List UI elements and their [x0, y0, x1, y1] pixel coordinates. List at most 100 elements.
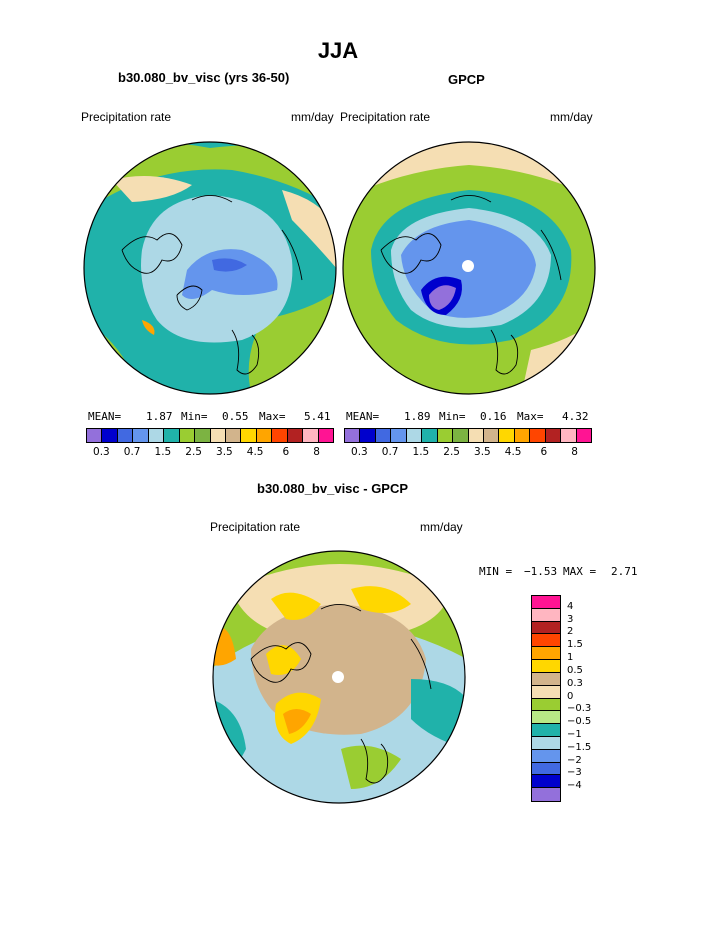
colorbar-swatch — [179, 429, 196, 442]
colorbar-swatch — [532, 672, 560, 686]
obs-min-label: Min= — [439, 410, 466, 423]
colorbar-swatch — [102, 429, 118, 442]
diff-field-orange-region — [283, 709, 311, 734]
model-polar-map — [83, 141, 337, 395]
colorbar-swatch — [532, 685, 560, 699]
colorbar-tick-label: −4 — [567, 780, 582, 792]
colorbar-swatch — [532, 698, 560, 712]
model-max-label: Max= — [259, 410, 286, 423]
colorbar-swatch — [530, 429, 546, 442]
colorbar-swatch — [453, 429, 469, 442]
colorbar-swatch — [287, 429, 304, 442]
colorbar-tick-label: 3 — [567, 613, 574, 625]
colorbar-swatch — [532, 788, 560, 801]
colorbar-swatch — [195, 429, 211, 442]
colorbar-tick-label: 0.5 — [567, 664, 583, 676]
colorbar-swatch — [532, 711, 560, 725]
diff-max-value: 2.71 — [611, 565, 638, 578]
colorbar-swatch — [514, 429, 531, 442]
colorbar-swatch — [210, 429, 226, 442]
colorbar-swatch — [532, 608, 560, 622]
colorbar-tick-label: 0.7 — [381, 446, 399, 458]
diff-colorbar — [531, 595, 561, 802]
obs-polar-hole — [462, 260, 474, 272]
model-variable-label: Precipitation rate — [81, 110, 172, 124]
diff-panel-title: b30.080_bv_visc - GPCP — [257, 481, 409, 496]
colorbar-tick-label: 3.5 — [216, 446, 233, 458]
obs-mean-value: 1.89 — [404, 410, 431, 423]
model-field-tan-region — [112, 176, 192, 202]
model-units-label: mm/day — [291, 110, 334, 124]
diff-map-boundary — [212, 550, 466, 804]
colorbar-swatch — [437, 429, 454, 442]
colorbar-swatch — [545, 429, 562, 442]
colorbar-swatch — [148, 429, 165, 442]
model-max-value: 5.41 — [304, 410, 331, 423]
obs-polar-map — [342, 141, 596, 395]
colorbar-tick-label: 2 — [567, 626, 574, 638]
colorbar-swatch — [241, 429, 257, 442]
model-min-label: Min= — [181, 410, 208, 423]
model-mean-label: MEAN= — [88, 410, 122, 423]
colorbar-tick-label: 8 — [313, 446, 320, 458]
colorbar-swatch — [375, 429, 392, 442]
colorbar-swatch — [360, 429, 376, 442]
colorbar-swatch — [318, 429, 333, 442]
model-panel-title: b30.080_bv_visc (yrs 36-50) — [118, 70, 290, 85]
colorbar-swatch — [532, 621, 560, 635]
model-field-tan-region — [282, 190, 336, 270]
colorbar-tick-label: 0.3 — [567, 677, 583, 689]
obs-field-purple-core — [429, 285, 456, 310]
colorbar-tick-label: 0.7 — [123, 446, 141, 458]
colorbar-swatch — [483, 429, 500, 442]
obs-max-label: Max= — [517, 410, 544, 423]
obs-min-value: 0.16 — [480, 410, 507, 423]
colorbar-swatch — [532, 596, 560, 609]
obs-mean-label: MEAN= — [346, 410, 380, 423]
colorbar-tick-label: 4.5 — [246, 446, 264, 458]
colorbar-swatch — [532, 647, 560, 661]
model-field-darkblue-core — [212, 258, 247, 272]
colorbar-swatch — [532, 762, 560, 776]
colorbar-tick-label: −1.5 — [567, 741, 592, 753]
colorbar-swatch — [532, 660, 560, 673]
obs-max-value: 4.32 — [562, 410, 589, 423]
colorbar-swatch — [164, 429, 180, 442]
colorbar-swatch — [468, 429, 484, 442]
colorbar-tick-label: 1.5 — [412, 446, 430, 458]
colorbar-swatch — [345, 429, 361, 442]
diff-field-green-region — [341, 745, 401, 789]
colorbar-tick-label: 6 — [282, 446, 290, 458]
diff-polar-hole — [332, 671, 344, 683]
obs-map-boundary — [342, 141, 596, 395]
diff-min-label: MIN = — [479, 565, 513, 578]
colorbar-swatch — [532, 724, 560, 737]
colorbar-swatch — [225, 429, 242, 442]
colorbar-tick-label: −3 — [567, 767, 582, 779]
colorbar-swatch — [406, 429, 423, 442]
colorbar-tick-label: 1 — [567, 652, 574, 664]
model-coastlines — [121, 195, 303, 375]
colorbar-swatch — [272, 429, 288, 442]
model-field-orange-spot — [142, 320, 155, 335]
colorbar-tick-label: −0.5 — [567, 716, 592, 728]
colorbar-swatch — [391, 429, 407, 442]
diff-field-yellow-region — [351, 586, 411, 613]
colorbar-swatch — [576, 429, 591, 442]
colorbar-swatch — [303, 429, 319, 442]
colorbar-tick-label: 0 — [567, 690, 574, 702]
colorbar-tick-label: 1.5 — [154, 446, 172, 458]
diff-field-yellow-region — [271, 592, 321, 620]
colorbar-tick-label: 0.3 — [351, 446, 368, 458]
colorbar-swatch — [87, 429, 103, 442]
colorbar-tick-label: −1 — [567, 728, 582, 740]
colorbar-tick-label: 3.5 — [474, 446, 491, 458]
colorbar-swatch — [532, 775, 560, 789]
colorbar-tick-label: 0.3 — [93, 446, 110, 458]
diff-max-label: MAX = — [563, 565, 597, 578]
diff-coastlines — [250, 604, 432, 784]
obs-units-label: mm/day — [550, 110, 593, 124]
colorbar-swatch — [422, 429, 438, 442]
colorbar-tick-label: −2 — [567, 754, 582, 766]
model-map-boundary — [83, 141, 337, 395]
